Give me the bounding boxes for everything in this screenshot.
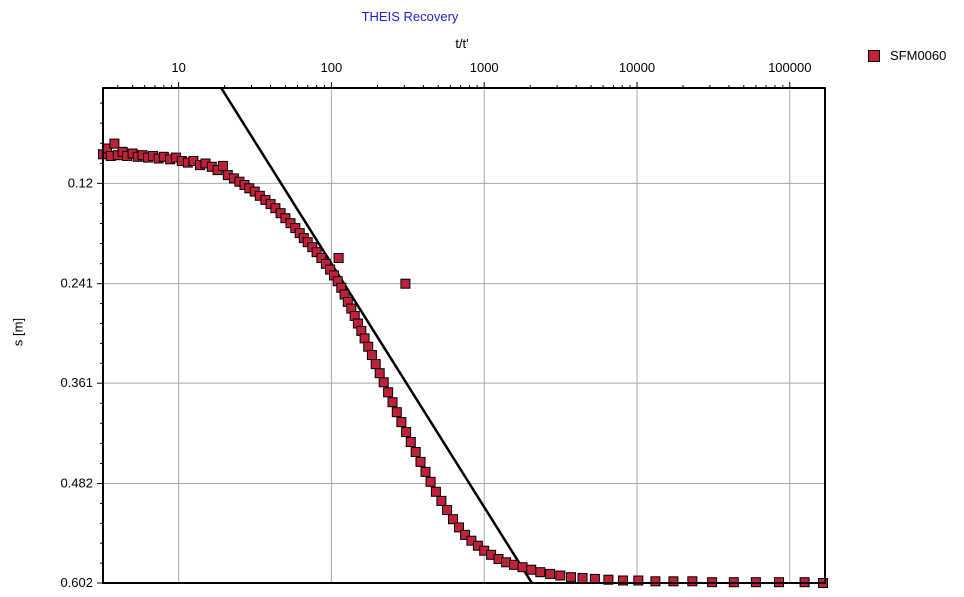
- data-point: [359, 333, 370, 344]
- data-point: [436, 495, 447, 506]
- data-point: [603, 574, 614, 585]
- data-point: [668, 576, 679, 587]
- data-point: [396, 417, 407, 428]
- data-point: [430, 486, 441, 497]
- y-tick-label: 0.12: [68, 175, 93, 190]
- data-point: [442, 505, 453, 515]
- data-point: [618, 575, 628, 586]
- data-point: [454, 522, 464, 533]
- data-point: [333, 253, 344, 263]
- data-point: [400, 278, 411, 289]
- data-point: [415, 456, 426, 467]
- data-point: [633, 575, 644, 586]
- data-point: [374, 368, 385, 379]
- data-point: [448, 514, 458, 525]
- data-point: [370, 359, 381, 370]
- data-point: [387, 397, 398, 408]
- x-tick-label: 10: [171, 60, 185, 75]
- data-point: [391, 407, 402, 418]
- data-point: [577, 573, 588, 583]
- data-point: [401, 427, 412, 438]
- fit-line: [220, 88, 533, 583]
- data-point: [109, 138, 120, 149]
- y-tick-label: 0.482: [60, 476, 93, 491]
- data-point: [687, 576, 698, 587]
- legend-label-series-1: SFM0060: [890, 48, 947, 63]
- fit-line-layer: [220, 88, 533, 583]
- y-tick-label: 0.602: [60, 575, 93, 590]
- data-point: [460, 529, 471, 540]
- data-point: [566, 572, 576, 583]
- chart-title: THEIS Recovery: [361, 9, 459, 24]
- x-tick-label: 100000: [768, 60, 811, 75]
- x-tick-label: 10000: [619, 60, 655, 75]
- data-point: [420, 466, 431, 477]
- plot-frame: [102, 87, 826, 584]
- data-point: [405, 437, 416, 447]
- y-tick-label: 0.241: [60, 276, 93, 291]
- legend-swatch-square-icon: [868, 49, 880, 62]
- data-point: [425, 476, 436, 487]
- x-axis-label: t/t': [455, 36, 469, 51]
- data-points: [98, 138, 828, 588]
- data-point: [535, 567, 546, 578]
- data-point: [517, 562, 528, 573]
- data-point: [555, 570, 566, 581]
- data-point: [650, 576, 661, 587]
- tick-labels: 10 100 1000 10000 100000 0.12 0.241 0.361 0.482 0…: [60, 60, 811, 590]
- data-point: [366, 350, 377, 360]
- data-point: [526, 564, 537, 575]
- data-point: [410, 447, 421, 457]
- data-point: [217, 160, 228, 171]
- legend: SFM0060: [868, 48, 946, 63]
- data-point: [378, 377, 389, 388]
- y-tick-label: 0.361: [60, 375, 93, 390]
- x-tick-label: 1000: [470, 60, 499, 75]
- x-tick-label: 100: [321, 60, 343, 75]
- data-point: [363, 341, 374, 352]
- data-point: [383, 387, 394, 398]
- data-point: [545, 568, 556, 579]
- data-point: [509, 559, 520, 570]
